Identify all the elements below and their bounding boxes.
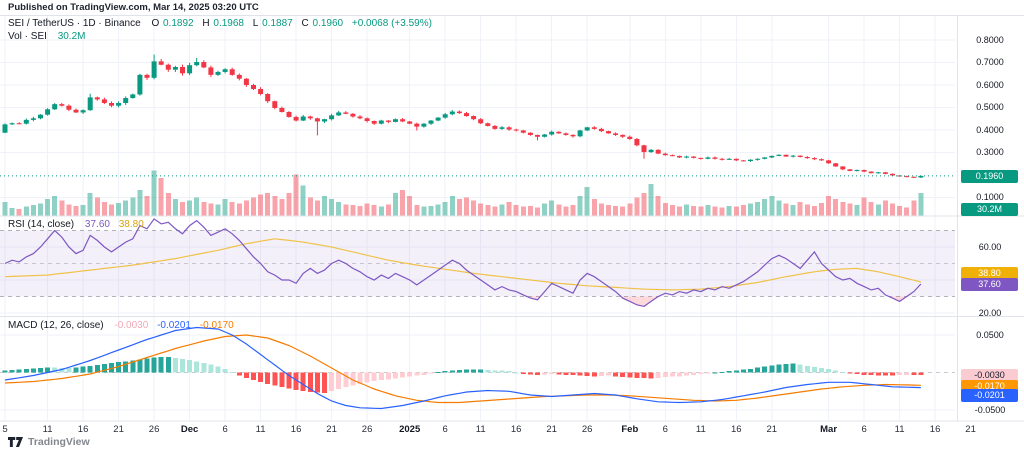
price-axis-label: 0.8000 [976,34,1004,45]
macd-line-badge: -0.0201 [961,389,1018,402]
close-value: 0.1960 [312,18,344,29]
price-axis-label: 0.6000 [976,79,1004,90]
time-axis-label: 21 [965,424,976,435]
time-axis-label: 21 [546,424,557,435]
rsi-value-badge: 37.60 [961,277,1018,291]
volume-value: 30.2M [57,31,86,42]
grid-layer [0,16,955,421]
tradingview-footer[interactable]: TradingView [8,436,90,448]
rsi-value: 37.60 [84,219,110,230]
time-axis-label: 6 [222,424,228,435]
symbol-title: SEI / TetherUS · 1D · Binance [8,18,141,29]
open-label: O [151,18,160,29]
time-axis-label: 2025 [399,424,421,435]
tradingview-brand-text: TradingView [28,436,90,448]
price-axis-label: 0.4000 [976,124,1004,135]
time-axis-label: 26 [581,424,593,435]
time-axis-label: 5 [2,424,8,435]
tradingview-logo-icon [8,437,23,447]
volume-label: Vol · SEI [8,31,47,42]
macd-hist-badge: -0.0030 [961,368,1018,382]
time-axis-label: 21 [326,424,337,435]
candles-layer [2,54,924,179]
macd-line-value: -0.0201 [157,320,191,331]
time-axis-label: 11 [475,424,486,435]
rsi-band [0,230,955,297]
current-price-badge: 0.1960 [961,169,1018,183]
macd-layer [0,326,955,410]
time-axis-label: 26 [148,424,160,435]
time-axis-label: 16 [77,424,89,435]
macd-axis-label: 0.0500 [976,329,1004,340]
open-value: 0.1892 [163,18,194,29]
volume-layer [2,170,924,216]
rsi-axis-label: 60.00 [978,241,1002,252]
high-label: H [202,18,210,29]
time-axis-label: 16 [731,424,742,435]
symbol-legend[interactable]: SEI / TetherUS · 1D · Binance O 0.1892 H… [8,18,438,29]
price-scale[interactable] [958,16,1024,421]
time-axis-label: 6 [861,424,867,435]
time-axis-label: 6 [662,424,668,435]
macd-signal-value: -0.0170 [199,320,234,331]
rsi-legend[interactable]: RSI (14, close) 37.60 38.80 [8,219,150,230]
macd-axis-label: -0.0500 [974,404,1006,415]
time-axis-label: 6 [442,424,448,435]
time-axis-label: 21 [766,424,778,435]
time-axis-label: 11 [894,424,905,435]
rsi-ma-value: 38.80 [118,219,144,230]
macd-hist-value: -0.0030 [114,320,149,331]
price-axis-label: 0.3000 [976,147,1004,157]
time-axis-label: 16 [929,424,941,435]
rsi-layer [4,218,922,308]
time-axis-label: 16 [510,424,522,435]
volume-legend[interactable]: Vol · SEI 30.2M [8,31,91,42]
rsi-ma-value-badge: 38.80 [961,266,1018,280]
time-axis-label: 26 [361,424,373,435]
low-label: L [252,18,259,29]
time-axis-label: 11 [695,424,706,435]
time-axis-label: 11 [42,424,53,435]
macd-legend[interactable]: MACD (12, 26, close) -0.0030 -0.0201 -0.… [8,320,240,331]
high-value: 0.1968 [213,18,244,29]
volume-badge: 30.2M [961,202,1018,216]
published-header: Published on TradingView.com, Mar 14, 20… [8,2,259,13]
price-axis-label: 0.5000 [976,102,1004,112]
price-axis-label: 0.7000 [976,57,1004,67]
time-axis-label: 21 [113,424,124,435]
rsi-title: RSI (14, close) [8,219,75,230]
low-value: 0.1887 [262,18,293,29]
macd-title: MACD (12, 26, close) [8,320,104,331]
price-axis-label: 0.1000 [976,192,1004,202]
time-axis-label: Dec [180,424,199,435]
time-axis-label: 11 [255,424,266,435]
change-value: +0.0068 (+3.59%) [351,18,432,29]
time-axis-label: Mar [820,424,838,435]
separators [0,15,1024,422]
rsi-axis-label: 20.00 [978,307,1002,318]
time-axis-label: Feb [621,424,639,435]
time-axis-label: 16 [290,424,302,435]
close-label: C [301,18,309,29]
